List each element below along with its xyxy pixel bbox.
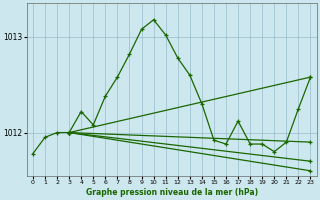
X-axis label: Graphe pression niveau de la mer (hPa): Graphe pression niveau de la mer (hPa) — [86, 188, 258, 197]
